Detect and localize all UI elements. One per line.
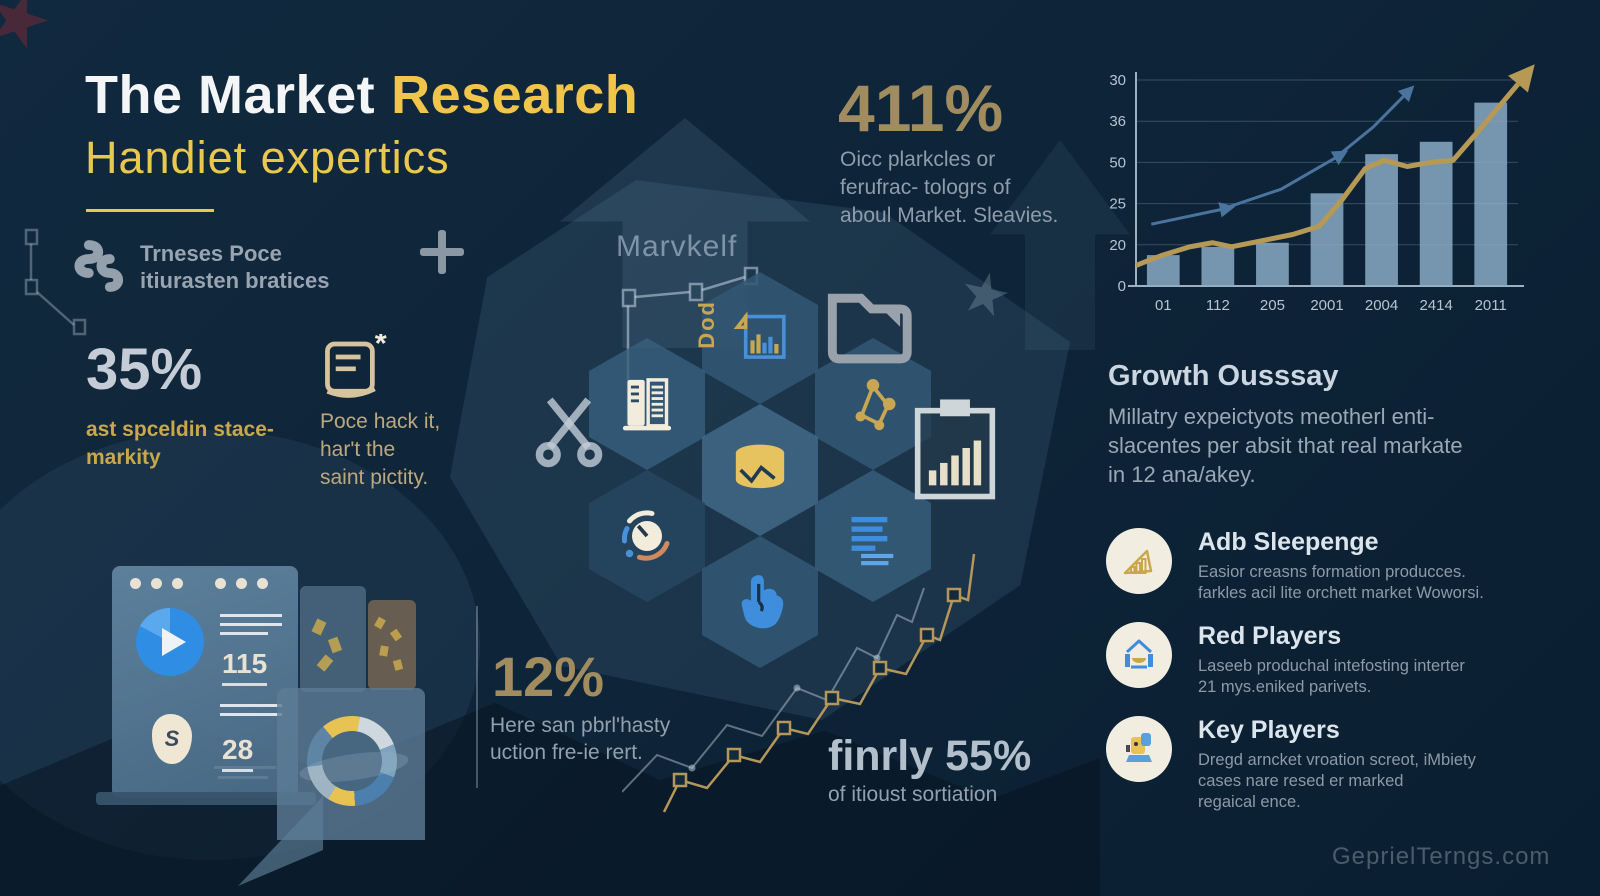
item-title: Key Players (1198, 716, 1340, 744)
page-subtitle: Handiet expertics (85, 132, 450, 183)
squiggle-logo-icon (74, 240, 124, 292)
svg-text:25: 25 (1109, 196, 1126, 213)
title-underline (86, 209, 214, 212)
scroll-note-icon: * (325, 334, 387, 398)
chart-document-icon (733, 311, 786, 359)
server-icon (622, 378, 672, 431)
svg-text:112: 112 (1206, 297, 1230, 314)
list-item-key-players: Key Players Dregd arncket vroation screo… (1106, 716, 1536, 813)
svg-text:2001: 2001 (1310, 297, 1343, 314)
stat-35-desc: ast spceldin stace- markity (86, 418, 274, 469)
watermark: GeprielTerngs.com (1332, 843, 1551, 870)
page-title: The Market Research (85, 64, 638, 126)
decorative-step-lines (622, 553, 976, 813)
growth-body: Millatry expeictyots meotherl enti- slac… (1108, 404, 1463, 487)
growth-bars-icon (1106, 528, 1172, 594)
folder-icon (827, 293, 912, 364)
decorative-node-chain-left (24, 228, 87, 336)
svg-text:2414: 2414 (1419, 297, 1452, 314)
svg-text:0: 0 (1118, 278, 1126, 295)
note-text: Poce hack it, har't the saint pictity. (320, 410, 441, 489)
svg-text:*: * (375, 334, 387, 360)
growth-chart: 30 36 50 25 20 0 01 112 205 2001 2004 2414 2011 (1109, 64, 1535, 314)
svg-text:50: 50 (1109, 154, 1126, 171)
svg-text:30: 30 (1109, 72, 1126, 89)
side-panel (300, 586, 366, 692)
center-label: Marvkelf (616, 230, 738, 263)
decorative-vertical-line (476, 606, 478, 788)
svg-text:2004: 2004 (1365, 297, 1398, 314)
svg-text:2011: 2011 (1475, 297, 1507, 314)
plus-icon (420, 230, 464, 274)
network-icon (855, 379, 896, 431)
item-desc: Laseeb produchal intefosting interter 21… (1198, 657, 1465, 696)
money-bag-icon: S (152, 714, 192, 764)
hand-icon (741, 575, 784, 629)
title-part-white: The Market (85, 65, 376, 125)
stat-411-desc: Oicc plarkcles or ferufrac- tologrs of a… (840, 148, 1059, 227)
list-item-red-players: Red Players Laseeb produchal intefosting… (1106, 622, 1536, 698)
stat-12-desc: Here san pbrl'hasty uction fre-ie rert. (490, 714, 671, 764)
item-title: Adb Sleepenge (1198, 528, 1379, 556)
text-lines (220, 614, 282, 635)
play-button-icon (136, 608, 204, 676)
clipboard-chart-icon (914, 399, 996, 500)
svg-text:01: 01 (1155, 297, 1172, 314)
title-part-yellow: Research (391, 65, 639, 125)
list-item-adb-sleepenge: Adb Sleepenge Easior creasns formation p… (1106, 528, 1536, 604)
laptop-metric-1: 115 (222, 648, 268, 686)
donut-hole (322, 731, 382, 791)
database-icon (735, 444, 785, 489)
brand-name: Trneses Poce itiurasten bratices (140, 241, 330, 293)
laptop-metric-2: 28 (222, 734, 254, 772)
stat-411-value: 411% (838, 71, 1004, 145)
svg-text:36: 36 (1109, 113, 1126, 130)
robot-machine-icon (1106, 716, 1172, 782)
svg-text:20: 20 (1109, 237, 1126, 254)
stat-55-desc: of itioust sortiation (828, 783, 998, 806)
donut-panel (277, 688, 425, 840)
decorative-star-gray (958, 268, 1013, 323)
laptop-screen: 115 S 28 (112, 566, 298, 798)
brown-panel (368, 600, 416, 690)
gauge-icon (621, 510, 670, 561)
item-title: Red Players (1198, 622, 1342, 650)
text-lines-2 (220, 704, 282, 716)
dod-label: Dod (694, 300, 719, 349)
growth-heading: Growth Ousssay (1108, 360, 1339, 392)
window-dots (130, 578, 268, 589)
stat-55: finrly 55% (828, 732, 1032, 780)
scissors-icon (535, 397, 603, 468)
item-desc: Dregd arncket vroation screot, iMbiety c… (1198, 751, 1476, 811)
svg-text:205: 205 (1260, 297, 1285, 314)
stat-35-value: 35% (86, 337, 203, 402)
decorative-star-red (0, 0, 56, 58)
stat-12-value: 12% (492, 645, 605, 708)
document-lines-icon (851, 516, 894, 566)
item-desc: Easior creasns formation producces. fark… (1198, 563, 1484, 602)
house-icon (1106, 622, 1172, 688)
